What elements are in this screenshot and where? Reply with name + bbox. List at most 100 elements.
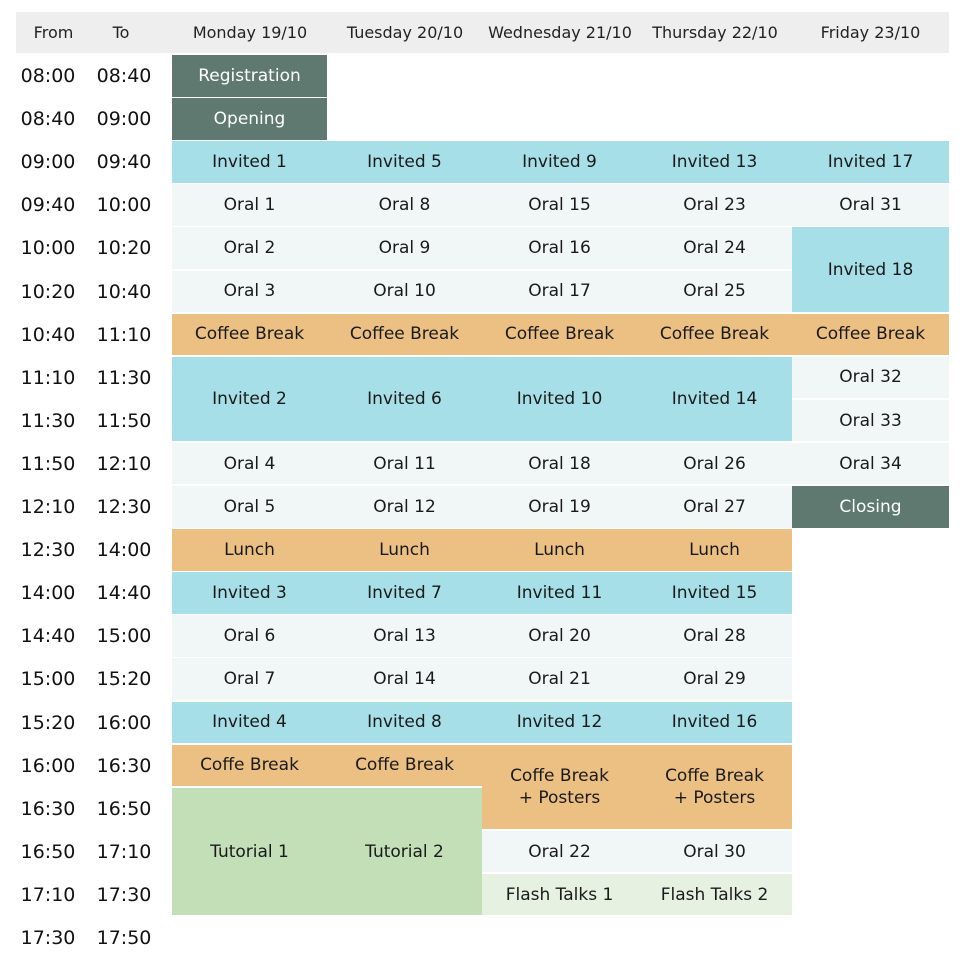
- session-cell[interactable]: Invited 15: [637, 572, 792, 614]
- time-from: 10:40: [20, 323, 76, 346]
- session-cell[interactable]: Oral 26: [637, 442, 792, 485]
- session-cell[interactable]: Lunch: [482, 529, 637, 571]
- time-to: 15:20: [96, 668, 152, 691]
- session-cell[interactable]: Oral 29: [637, 658, 792, 700]
- session-cell[interactable]: Coffee Break: [172, 313, 327, 356]
- session-cell[interactable]: Invited 2: [172, 356, 327, 442]
- time-from: 17:10: [20, 883, 76, 906]
- session-cell[interactable]: Oral 11: [327, 442, 482, 485]
- session-cell[interactable]: Oral 23: [637, 184, 792, 226]
- session-cell[interactable]: Coffe Break: [172, 744, 327, 787]
- session-cell[interactable]: Invited 12: [482, 701, 637, 744]
- session-cell[interactable]: Oral 5: [172, 486, 327, 528]
- session-cell[interactable]: Oral 34: [792, 442, 949, 485]
- session-cell[interactable]: Invited 6: [327, 356, 482, 442]
- session-cell[interactable]: Lunch: [327, 529, 482, 571]
- header-to: To: [112, 23, 130, 42]
- session-cell[interactable]: Oral 4: [172, 442, 327, 485]
- session-cell[interactable]: Oral 10: [327, 270, 482, 313]
- time-from: 16:50: [20, 840, 76, 863]
- session-cell[interactable]: Invited 14: [637, 356, 792, 442]
- session-cell[interactable]: Oral 13: [327, 615, 482, 657]
- session-cell[interactable]: Oral 18: [482, 442, 637, 485]
- time-to: 08:40: [96, 65, 152, 87]
- session-cell[interactable]: Flash Talks 1: [482, 873, 637, 916]
- time-to: 12:10: [96, 452, 152, 475]
- session-cell[interactable]: Oral 33: [792, 399, 949, 442]
- session-cell[interactable]: Oral 32: [792, 356, 949, 399]
- header-day-thursday: Thursday 22/10: [652, 23, 778, 42]
- time-to: 10:20: [96, 237, 152, 260]
- session-cell[interactable]: Oral 24: [637, 227, 792, 269]
- session-cell[interactable]: Invited 16: [637, 701, 792, 744]
- time-from: 12:10: [20, 496, 76, 518]
- time-from: 16:00: [20, 754, 76, 777]
- time-from: 14:00: [20, 582, 76, 605]
- time-to: 12:30: [96, 496, 152, 518]
- session-cell[interactable]: Coffe Break: [327, 744, 482, 787]
- session-cell[interactable]: Registration: [172, 55, 327, 97]
- session-cell[interactable]: Oral 15: [482, 184, 637, 226]
- session-cell[interactable]: Flash Talks 2: [637, 873, 792, 916]
- time-from: 16:30: [20, 797, 76, 820]
- session-cell[interactable]: Invited 17: [792, 141, 949, 183]
- session-cell[interactable]: Invited 10: [482, 356, 637, 442]
- header-from: From: [33, 23, 74, 42]
- session-cell[interactable]: Invited 5: [327, 141, 482, 183]
- time-to: 09:40: [96, 151, 152, 174]
- session-cell[interactable]: Tutorial 2: [327, 787, 482, 916]
- session-cell[interactable]: Oral 21: [482, 658, 637, 700]
- time-from: 17:30: [20, 927, 76, 949]
- session-cell[interactable]: Oral 20: [482, 615, 637, 657]
- session-cell[interactable]: Invited 13: [637, 141, 792, 183]
- session-cell[interactable]: Coffe Break + Posters: [637, 744, 792, 830]
- session-cell[interactable]: Oral 7: [172, 658, 327, 700]
- session-cell[interactable]: Oral 27: [637, 486, 792, 528]
- session-cell[interactable]: Invited 9: [482, 141, 637, 183]
- session-cell[interactable]: Lunch: [172, 529, 327, 571]
- session-cell[interactable]: Invited 11: [482, 572, 637, 614]
- session-cell[interactable]: Oral 25: [637, 270, 792, 313]
- session-cell[interactable]: Oral 8: [327, 184, 482, 226]
- time-from: 12:30: [20, 539, 76, 562]
- time-to: 16:50: [96, 797, 152, 820]
- session-cell[interactable]: Oral 16: [482, 227, 637, 269]
- session-cell[interactable]: Closing: [792, 486, 949, 528]
- session-cell[interactable]: Invited 1: [172, 141, 327, 183]
- session-cell[interactable]: Coffee Break: [637, 313, 792, 356]
- session-cell[interactable]: Oral 19: [482, 486, 637, 528]
- session-cell[interactable]: Oral 22: [482, 830, 637, 873]
- session-cell[interactable]: Invited 7: [327, 572, 482, 614]
- session-cell[interactable]: Oral 3: [172, 270, 327, 313]
- session-cell[interactable]: Invited 8: [327, 701, 482, 744]
- session-cell[interactable]: Oral 12: [327, 486, 482, 528]
- time-to: 09:00: [96, 108, 152, 131]
- time-to: 17:10: [96, 840, 152, 863]
- session-cell[interactable]: Coffee Break: [482, 313, 637, 356]
- time-to: 10:00: [96, 194, 152, 217]
- session-cell[interactable]: Oral 30: [637, 830, 792, 873]
- session-cell[interactable]: Invited 3: [172, 572, 327, 614]
- session-cell[interactable]: Coffe Break + Posters: [482, 744, 637, 830]
- session-cell[interactable]: Oral 28: [637, 615, 792, 657]
- session-cell[interactable]: Lunch: [637, 529, 792, 571]
- session-cell[interactable]: Coffee Break: [327, 313, 482, 356]
- session-cell[interactable]: Oral 1: [172, 184, 327, 226]
- time-from: 09:00: [20, 151, 76, 174]
- time-to: 17:50: [96, 927, 152, 949]
- session-cell[interactable]: Oral 14: [327, 658, 482, 700]
- session-cell[interactable]: Oral 9: [327, 227, 482, 269]
- session-cell[interactable]: Oral 6: [172, 615, 327, 657]
- time-from: 11:50: [20, 452, 76, 475]
- session-cell[interactable]: Tutorial 1: [172, 787, 327, 916]
- session-cell[interactable]: Coffee Break: [792, 313, 949, 356]
- session-cell[interactable]: Oral 31: [792, 184, 949, 226]
- session-cell[interactable]: Oral 17: [482, 270, 637, 313]
- header-day-friday: Friday 23/10: [820, 23, 921, 42]
- time-to: 14:40: [96, 582, 152, 605]
- session-cell[interactable]: Invited 18: [792, 227, 949, 313]
- session-cell[interactable]: Oral 2: [172, 227, 327, 269]
- session-cell[interactable]: Invited 4: [172, 701, 327, 744]
- time-from: 08:00: [20, 65, 76, 87]
- session-cell[interactable]: Opening: [172, 98, 327, 140]
